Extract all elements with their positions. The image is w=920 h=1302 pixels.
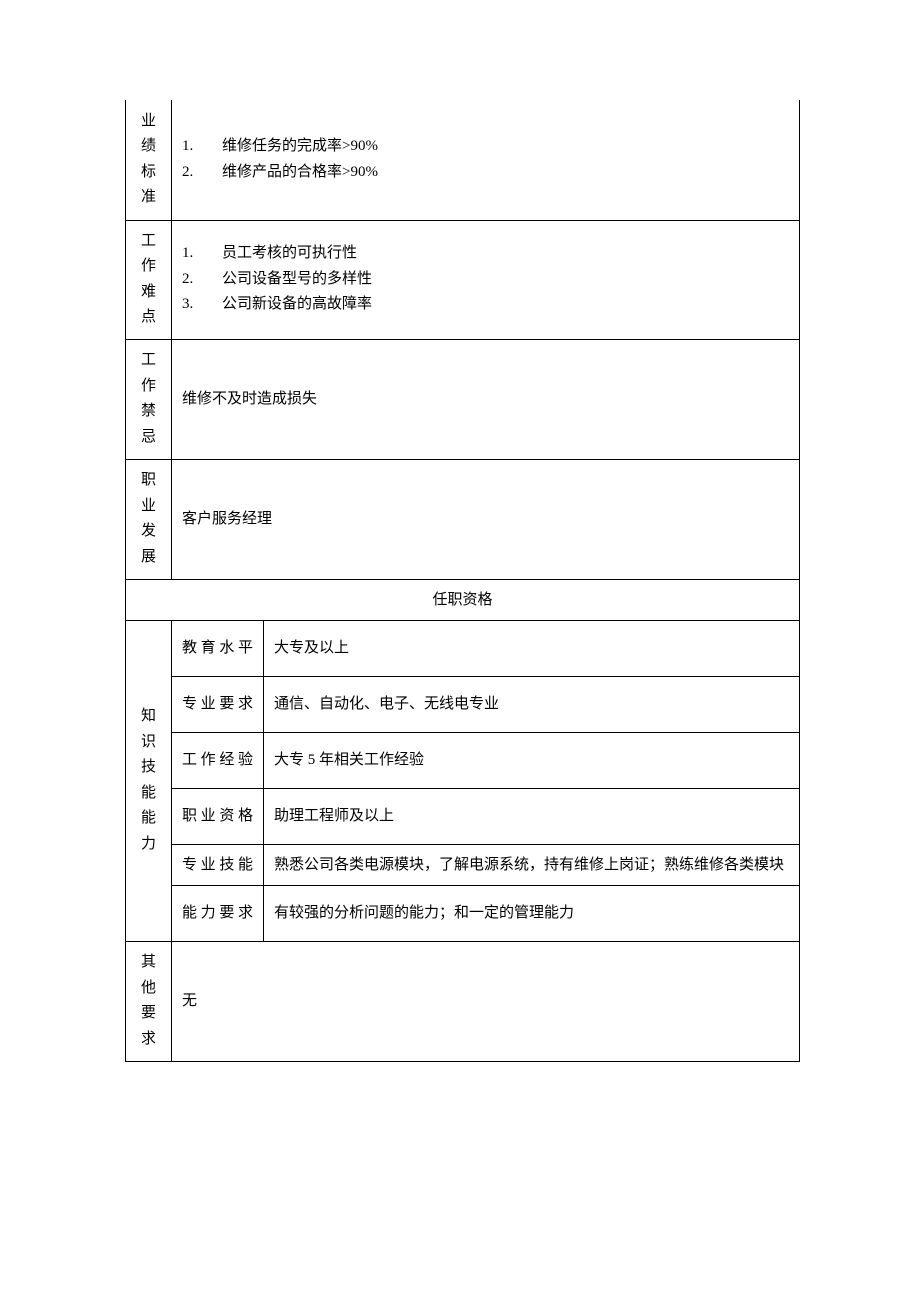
list-item: 1. 员工考核的可执行性 [182, 241, 789, 267]
qual-key: 工作经验 [172, 732, 264, 788]
qualification-header: 任职资格 [126, 579, 800, 620]
list-performance: 1. 维修任务的完成率>90% 2. 维修产品的合格率>90% [182, 134, 789, 185]
job-spec-table: 业绩标准 1. 维修任务的完成率>90% 2. 维修产品的合格率>90% 工作难… [125, 100, 800, 1062]
cell-taboo: 维修不及时造成损失 [172, 339, 800, 459]
label-knowledge-skills: 知识技能能力 [126, 620, 172, 941]
cell-other: 无 [172, 941, 800, 1061]
row-qualification-header: 任职资格 [126, 579, 800, 620]
label-other: 其他要求 [126, 941, 172, 1061]
qual-val: 熟悉公司各类电源模块，了解电源系统，持有维修上岗证；熟练维修各类模块 [264, 844, 800, 885]
cell-difficulties: 1. 员工考核的可执行性 2. 公司设备型号的多样性 3. 公司新设备的高故障率 [172, 220, 800, 339]
row-qual-0: 知识技能能力 教育水平 大专及以上 [126, 620, 800, 676]
row-difficulties: 工作难点 1. 员工考核的可执行性 2. 公司设备型号的多样性 3. 公司新设备… [126, 220, 800, 339]
qual-val: 通信、自动化、电子、无线电专业 [264, 676, 800, 732]
row-other: 其他要求 无 [126, 941, 800, 1061]
qual-key: 专业技能 [172, 844, 264, 885]
qual-key: 专业要求 [172, 676, 264, 732]
list-difficulties: 1. 员工考核的可执行性 2. 公司设备型号的多样性 3. 公司新设备的高故障率 [182, 241, 789, 318]
label-career: 职业发展 [126, 459, 172, 579]
row-qual-4: 专业技能 熟悉公司各类电源模块，了解电源系统，持有维修上岗证；熟练维修各类模块 [126, 844, 800, 885]
qual-key: 教育水平 [172, 620, 264, 676]
row-qual-5: 能力要求 有较强的分析问题的能力；和一定的管理能力 [126, 885, 800, 941]
row-qual-3: 职业资格 助理工程师及以上 [126, 788, 800, 844]
cell-performance: 1. 维修任务的完成率>90% 2. 维修产品的合格率>90% [172, 100, 800, 220]
list-item: 2. 维修产品的合格率>90% [182, 160, 789, 186]
row-career: 职业发展 客户服务经理 [126, 459, 800, 579]
qual-val: 大专及以上 [264, 620, 800, 676]
row-taboo: 工作禁忌 维修不及时造成损失 [126, 339, 800, 459]
row-qual-2: 工作经验 大专 5 年相关工作经验 [126, 732, 800, 788]
list-item: 3. 公司新设备的高故障率 [182, 292, 789, 318]
qual-val: 大专 5 年相关工作经验 [264, 732, 800, 788]
row-qual-1: 专业要求 通信、自动化、电子、无线电专业 [126, 676, 800, 732]
row-performance: 业绩标准 1. 维修任务的完成率>90% 2. 维修产品的合格率>90% [126, 100, 800, 220]
label-difficulties: 工作难点 [126, 220, 172, 339]
qual-val: 有较强的分析问题的能力；和一定的管理能力 [264, 885, 800, 941]
label-performance: 业绩标准 [126, 100, 172, 220]
qual-val: 助理工程师及以上 [264, 788, 800, 844]
qual-key: 能力要求 [172, 885, 264, 941]
cell-career: 客户服务经理 [172, 459, 800, 579]
qual-key: 职业资格 [172, 788, 264, 844]
label-taboo: 工作禁忌 [126, 339, 172, 459]
list-item: 1. 维修任务的完成率>90% [182, 134, 789, 160]
list-item: 2. 公司设备型号的多样性 [182, 267, 789, 293]
